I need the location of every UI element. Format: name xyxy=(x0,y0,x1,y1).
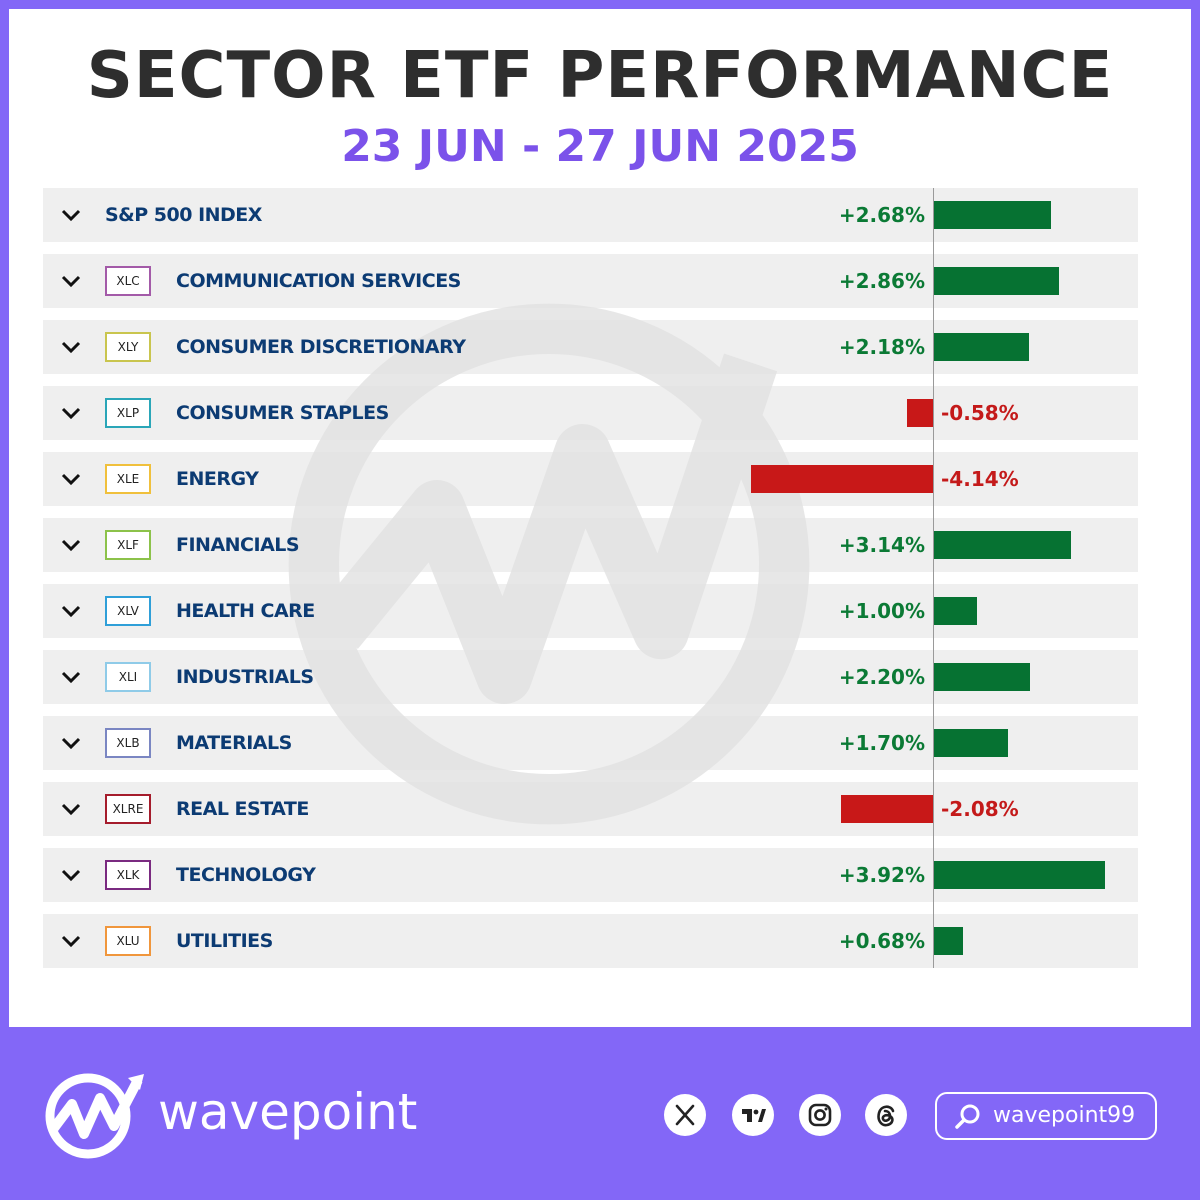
sector-label: S&P 500 INDEX xyxy=(105,204,262,226)
performance-bar xyxy=(933,927,963,955)
sector-row[interactable]: XLP CONSUMER STAPLES -0.58% xyxy=(43,386,1138,440)
chevron-down-icon[interactable] xyxy=(59,731,83,755)
sector-row[interactable]: XLV HEALTH CARE +1.00% xyxy=(43,584,1138,638)
ticker-badge: XLRE xyxy=(105,794,151,824)
sector-row[interactable]: XLRE REAL ESTATE -2.08% xyxy=(43,782,1138,836)
page-title: SECTOR ETF PERFORMANCE xyxy=(86,39,1114,113)
sector-label: INDUSTRIALS xyxy=(176,666,314,688)
sector-label: MATERIALS xyxy=(176,732,292,754)
performance-bar xyxy=(933,201,1051,229)
ticker-badge: XLK xyxy=(105,860,151,890)
performance-value: -4.14% xyxy=(941,467,1019,491)
chevron-down-icon[interactable] xyxy=(59,797,83,821)
date-range: 23 JUN - 27 JUN 2025 xyxy=(341,121,859,172)
social-handle: wavepoint99 xyxy=(993,1103,1136,1128)
performance-value: +3.14% xyxy=(838,533,925,557)
sector-row[interactable]: S&P 500 INDEX +2.68% xyxy=(43,188,1138,242)
chevron-down-icon[interactable] xyxy=(59,269,83,293)
sector-label: COMMUNICATION SERVICES xyxy=(176,270,461,292)
performance-value: +0.68% xyxy=(838,929,925,953)
performance-bar xyxy=(841,795,933,823)
ticker-badge: XLV xyxy=(105,596,151,626)
brand-name: wavepoint xyxy=(158,1083,418,1141)
sector-label: ENERGY xyxy=(176,468,259,490)
performance-bar xyxy=(933,861,1106,889)
ticker-badge: XLU xyxy=(105,926,151,956)
performance-value: +2.86% xyxy=(838,269,925,293)
x-icon[interactable] xyxy=(664,1094,706,1136)
performance-value: +3.92% xyxy=(838,863,925,887)
performance-bar xyxy=(907,399,933,427)
sector-label: UTILITIES xyxy=(176,930,273,952)
sector-row[interactable]: XLC COMMUNICATION SERVICES +2.86% xyxy=(43,254,1138,308)
performance-value: +2.20% xyxy=(838,665,925,689)
sector-row[interactable]: XLE ENERGY -4.14% xyxy=(43,452,1138,506)
chevron-down-icon[interactable] xyxy=(59,467,83,491)
sector-label: CONSUMER STAPLES xyxy=(176,402,389,424)
ticker-badge: XLB xyxy=(105,728,151,758)
sector-row[interactable]: XLB MATERIALS +1.70% xyxy=(43,716,1138,770)
performance-bar xyxy=(750,465,933,493)
chevron-down-icon[interactable] xyxy=(59,929,83,953)
sector-label: FINANCIALS xyxy=(176,534,300,556)
ticker-badge: XLP xyxy=(105,398,151,428)
ticker-badge: XLE xyxy=(105,464,151,494)
performance-value: +1.70% xyxy=(838,731,925,755)
ticker-badge: XLY xyxy=(105,332,151,362)
performance-bar xyxy=(933,729,1008,757)
performance-bar xyxy=(933,267,1059,295)
sector-label: TECHNOLOGY xyxy=(176,864,316,886)
wavepoint-logo-icon xyxy=(45,1073,144,1159)
zero-axis-line xyxy=(933,188,934,968)
performance-bar xyxy=(933,663,1030,691)
sector-label: CONSUMER DISCRETIONARY xyxy=(176,336,466,358)
sector-label: REAL ESTATE xyxy=(176,798,309,820)
sector-label: HEALTH CARE xyxy=(176,600,315,622)
performance-value: +1.00% xyxy=(838,599,925,623)
instagram-icon[interactable] xyxy=(799,1094,841,1136)
chevron-down-icon[interactable] xyxy=(59,335,83,359)
handle-search-box[interactable]: wavepoint99 xyxy=(935,1092,1157,1140)
ticker-badge: XLF xyxy=(105,530,151,560)
performance-value: -2.08% xyxy=(941,797,1019,821)
sector-row[interactable]: XLY CONSUMER DISCRETIONARY +2.18% xyxy=(43,320,1138,374)
ticker-badge: XLC xyxy=(105,266,151,296)
sector-row[interactable]: XLF FINANCIALS +3.14% xyxy=(43,518,1138,572)
sector-row[interactable]: XLU UTILITIES +0.68% xyxy=(43,914,1138,968)
threads-icon[interactable] xyxy=(865,1094,907,1136)
chevron-down-icon[interactable] xyxy=(59,665,83,689)
chevron-down-icon[interactable] xyxy=(59,533,83,557)
performance-bar xyxy=(933,531,1072,559)
tradingview-icon[interactable] xyxy=(732,1094,774,1136)
search-icon xyxy=(955,1104,980,1129)
sector-row[interactable]: XLK TECHNOLOGY +3.92% xyxy=(43,848,1138,902)
performance-bar xyxy=(933,333,1029,361)
sector-row[interactable]: XLI INDUSTRIALS +2.20% xyxy=(43,650,1138,704)
performance-value: +2.18% xyxy=(838,335,925,359)
performance-value: -0.58% xyxy=(941,401,1019,425)
chevron-down-icon[interactable] xyxy=(59,203,83,227)
performance-bar xyxy=(933,597,977,625)
ticker-badge: XLI xyxy=(105,662,151,692)
chevron-down-icon[interactable] xyxy=(59,401,83,425)
chevron-down-icon[interactable] xyxy=(59,863,83,887)
performance-value: +2.68% xyxy=(838,203,925,227)
chevron-down-icon[interactable] xyxy=(59,599,83,623)
